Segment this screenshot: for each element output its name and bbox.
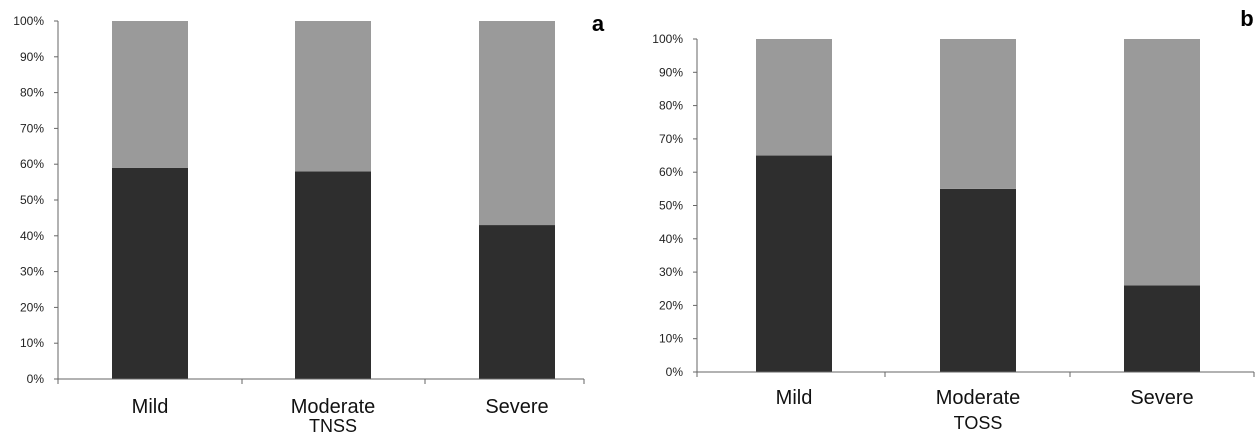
- bar-b-severe-upper: [1124, 39, 1200, 286]
- y-tick-label-b: 90%: [659, 65, 683, 79]
- y-tick-label-b: 70%: [659, 132, 683, 146]
- y-tick-label-b: 40%: [659, 232, 683, 246]
- y-tick-label-a: 30%: [20, 265, 44, 279]
- y-tick-label-b: 20%: [659, 298, 683, 312]
- bar-a-mild-lower: [112, 167, 188, 379]
- bar-a-severe-lower: [479, 225, 555, 379]
- y-tick-label-a: 70%: [20, 121, 44, 135]
- bar-b-moderate-upper: [940, 39, 1016, 189]
- bar-a-moderate-upper: [295, 21, 371, 172]
- y-tick-label-b: 10%: [659, 332, 683, 346]
- y-tick-label-a: 40%: [20, 229, 44, 243]
- category-label-a: Severe: [485, 396, 548, 418]
- bar-b-mild-upper: [756, 39, 832, 156]
- y-tick-label-b: 80%: [659, 99, 683, 113]
- y-tick-label-a: 10%: [20, 336, 44, 350]
- bar-b-severe-lower: [1124, 285, 1200, 372]
- x-axis-label-b: TOSS: [954, 413, 1003, 433]
- category-label-b: Severe: [1130, 387, 1193, 409]
- category-label-a: Mild: [132, 396, 169, 418]
- y-tick-label-a: 60%: [20, 157, 44, 171]
- x-axis-label-a: TNSS: [309, 416, 357, 434]
- bar-b-moderate-lower: [940, 188, 1016, 372]
- y-tick-label-b: 100%: [652, 32, 683, 46]
- y-tick-label-b: 30%: [659, 265, 683, 279]
- bar-b-mild-lower: [756, 155, 832, 372]
- y-tick-label-b: 0%: [666, 365, 684, 379]
- y-tick-label-a: 0%: [27, 372, 45, 386]
- y-tick-label-a: 100%: [13, 14, 44, 28]
- bar-a-mild-upper: [112, 21, 188, 168]
- bar-a-severe-upper: [479, 21, 555, 226]
- y-tick-label-b: 60%: [659, 165, 683, 179]
- y-tick-label-a: 20%: [20, 300, 44, 314]
- panel-label-b: b: [1240, 6, 1253, 31]
- category-label-b: Moderate: [936, 387, 1021, 409]
- y-tick-label-a: 80%: [20, 86, 44, 100]
- y-tick-label-a: 50%: [20, 193, 44, 207]
- category-label-a: Moderate: [291, 396, 376, 418]
- panel-label-a: a: [592, 11, 605, 36]
- y-tick-label-a: 90%: [20, 50, 44, 64]
- category-label-b: Mild: [776, 387, 813, 409]
- bar-a-moderate-lower: [295, 171, 371, 379]
- y-tick-label-b: 50%: [659, 199, 683, 213]
